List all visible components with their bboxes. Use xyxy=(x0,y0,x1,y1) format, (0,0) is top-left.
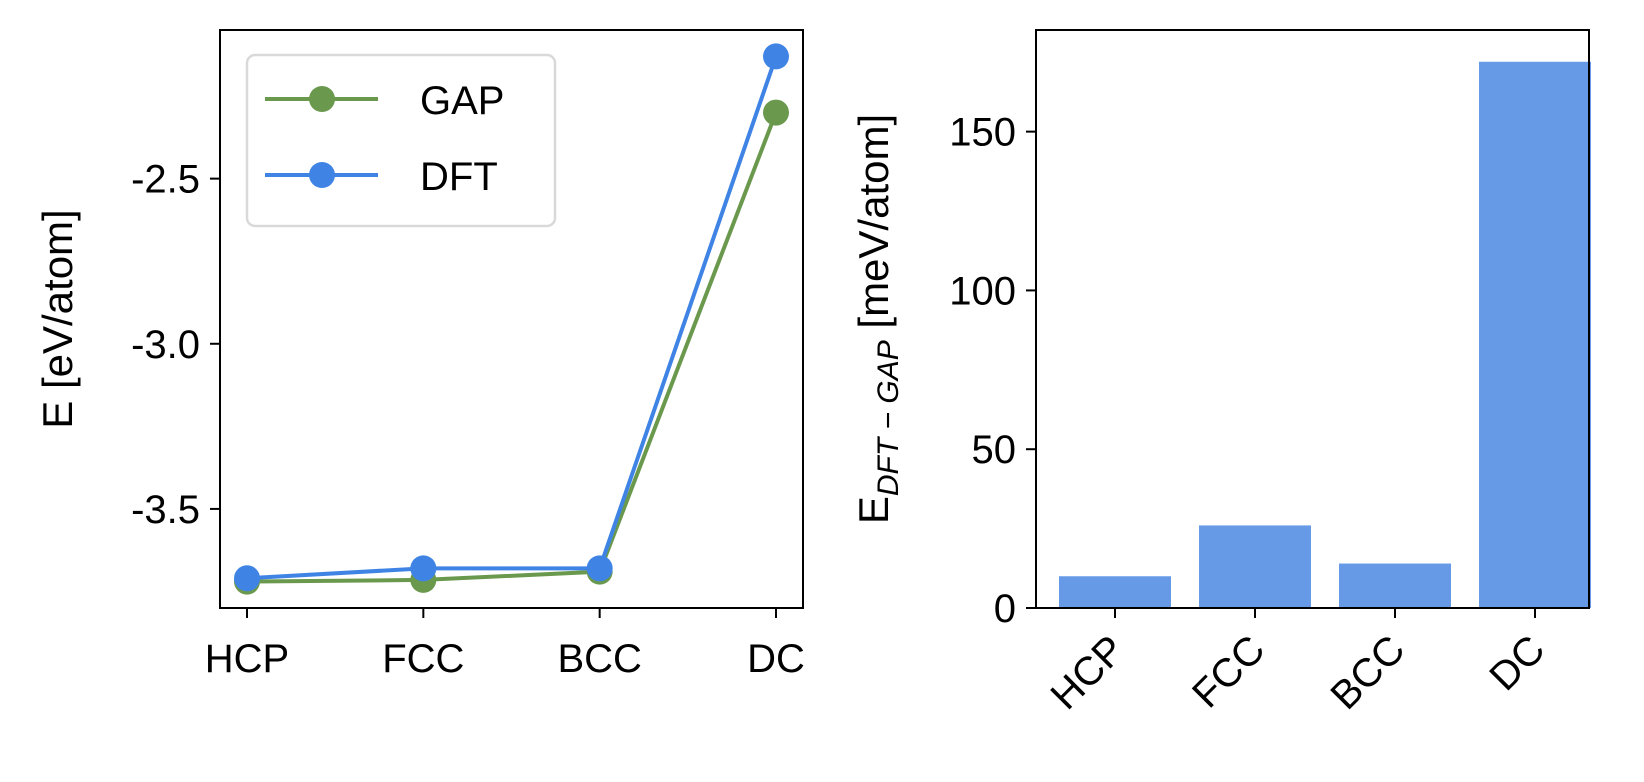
gap-point-dc xyxy=(763,99,789,126)
bar-fcc xyxy=(1199,525,1311,608)
bar-bcc xyxy=(1339,563,1451,608)
right-x-tick-label: FCC xyxy=(1184,627,1273,716)
legend-gap-label: GAP xyxy=(420,79,504,123)
right-y-label-units: [meV/atom] xyxy=(850,114,897,340)
right-y-tick-label: 50 xyxy=(972,428,1017,472)
dft-point-dc xyxy=(763,43,789,70)
left-x-tick-label: FCC xyxy=(382,637,464,681)
left-y-tick-label: -3.5 xyxy=(131,488,200,532)
left-plot-frame xyxy=(219,29,804,609)
dft-point-bcc xyxy=(586,555,613,582)
right-x-tick-label: BCC xyxy=(1323,627,1414,718)
difference-bar-chart: HCP FCC BCC DC 0 50 100 150 EDFT − GAP [meV/at… xyxy=(850,29,1591,718)
energy-line-chart: HCP FCC BCC DC -2.5 -3.0 -3.5 E [eV/atom] GAP… xyxy=(34,29,805,681)
legend-box xyxy=(245,53,557,228)
gap-series-line xyxy=(246,111,778,584)
bar-hcp xyxy=(1059,576,1171,608)
left-y-tick-label: -3.0 xyxy=(131,323,200,367)
dft-point-fcc xyxy=(410,555,437,582)
dft-series-line xyxy=(246,55,778,581)
right-y-tick-label: 150 xyxy=(949,111,1016,155)
right-x-tick-label: DC xyxy=(1481,627,1553,699)
bar-dc xyxy=(1479,61,1591,609)
left-y-axis-label: E [eV/atom] xyxy=(34,209,81,428)
left-y-tick-label: -2.5 xyxy=(131,158,200,202)
right-y-axis-label: EDFT − GAP [meV/atom] xyxy=(850,114,905,524)
left-x-tick-label: BCC xyxy=(557,637,641,681)
legend-gap-marker xyxy=(309,86,335,112)
left-x-tick-label: HCP xyxy=(205,637,289,681)
right-y-tick-label: 100 xyxy=(949,269,1016,313)
right-y-label-main: E xyxy=(850,496,897,524)
right-x-tick-label: HCP xyxy=(1043,627,1134,718)
right-plot-frame xyxy=(1035,29,1590,609)
right-y-tick-label: 0 xyxy=(994,587,1016,631)
left-x-tick-label: DC xyxy=(747,637,805,681)
legend: GAP DFT xyxy=(245,53,557,228)
legend-dft-label: DFT xyxy=(420,155,498,199)
dft-point-hcp xyxy=(234,565,260,592)
legend-dft-marker xyxy=(309,162,335,188)
right-y-label-subscript: DFT − GAP xyxy=(872,340,905,496)
